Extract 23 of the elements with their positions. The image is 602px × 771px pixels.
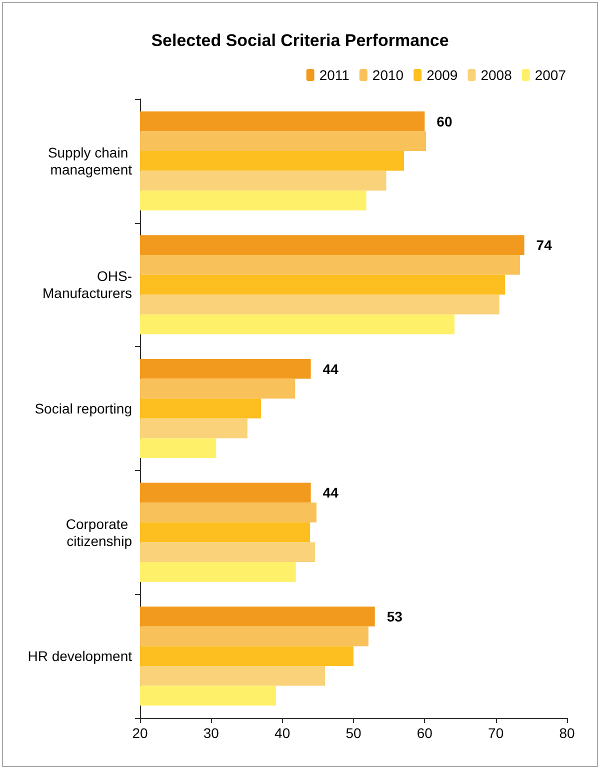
y-tick-label: Corporate citizenship [66, 516, 132, 549]
y-tick-label: HR development [28, 648, 132, 664]
data-label: 60 [436, 113, 452, 130]
data-label: 74 [536, 237, 552, 254]
chart-title: Selected Social Criteria Performance [151, 31, 449, 50]
legend-label: 2009 [426, 67, 458, 83]
x-tick-label: 40 [274, 725, 290, 741]
data-label: 53 [386, 608, 403, 624]
y-tick-label: Social reporting [34, 400, 132, 416]
legend-label: 2010 [372, 67, 404, 83]
legend-label: 2011 [319, 67, 350, 83]
x-tick-label: 80 [559, 725, 575, 741]
x-tick-label: 30 [203, 725, 220, 741]
x-tick-label: 20 [132, 725, 148, 741]
x-tick-label: 70 [488, 725, 504, 741]
legend-label: 2008 [480, 67, 512, 83]
y-tick-label: OHS-Manufacturers [42, 268, 132, 302]
x-tick-label: 60 [416, 725, 433, 741]
x-tick-label: 50 [346, 725, 362, 741]
data-label: 44 [322, 484, 339, 501]
data-label: 44 [322, 360, 339, 377]
legend-label: 2007 [534, 67, 566, 83]
y-tick-label: Supply chain management [48, 144, 132, 178]
